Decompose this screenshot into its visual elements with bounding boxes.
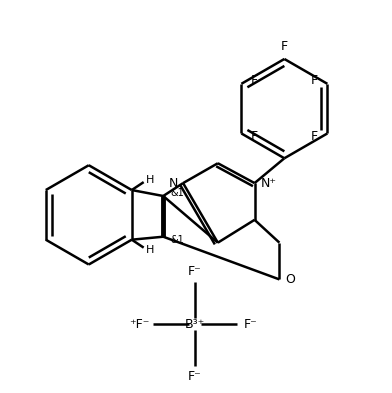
Text: F⁻: F⁻: [188, 265, 202, 278]
Text: F: F: [281, 40, 288, 53]
Text: F: F: [311, 74, 318, 87]
Text: O: O: [285, 273, 295, 286]
Text: B³⁺: B³⁺: [185, 318, 205, 331]
Text: F⁻: F⁻: [188, 370, 202, 383]
Text: &1: &1: [170, 235, 184, 245]
Text: F: F: [251, 74, 258, 87]
Text: H: H: [145, 175, 154, 185]
Text: H: H: [145, 244, 154, 255]
Text: &1: &1: [170, 188, 184, 198]
Text: F: F: [311, 130, 318, 143]
Text: N⁺: N⁺: [260, 176, 276, 189]
Text: F: F: [251, 130, 258, 143]
Text: ⁺F⁻: ⁺F⁻: [129, 318, 150, 331]
Text: F⁻: F⁻: [244, 318, 258, 331]
Text: N: N: [169, 176, 178, 189]
